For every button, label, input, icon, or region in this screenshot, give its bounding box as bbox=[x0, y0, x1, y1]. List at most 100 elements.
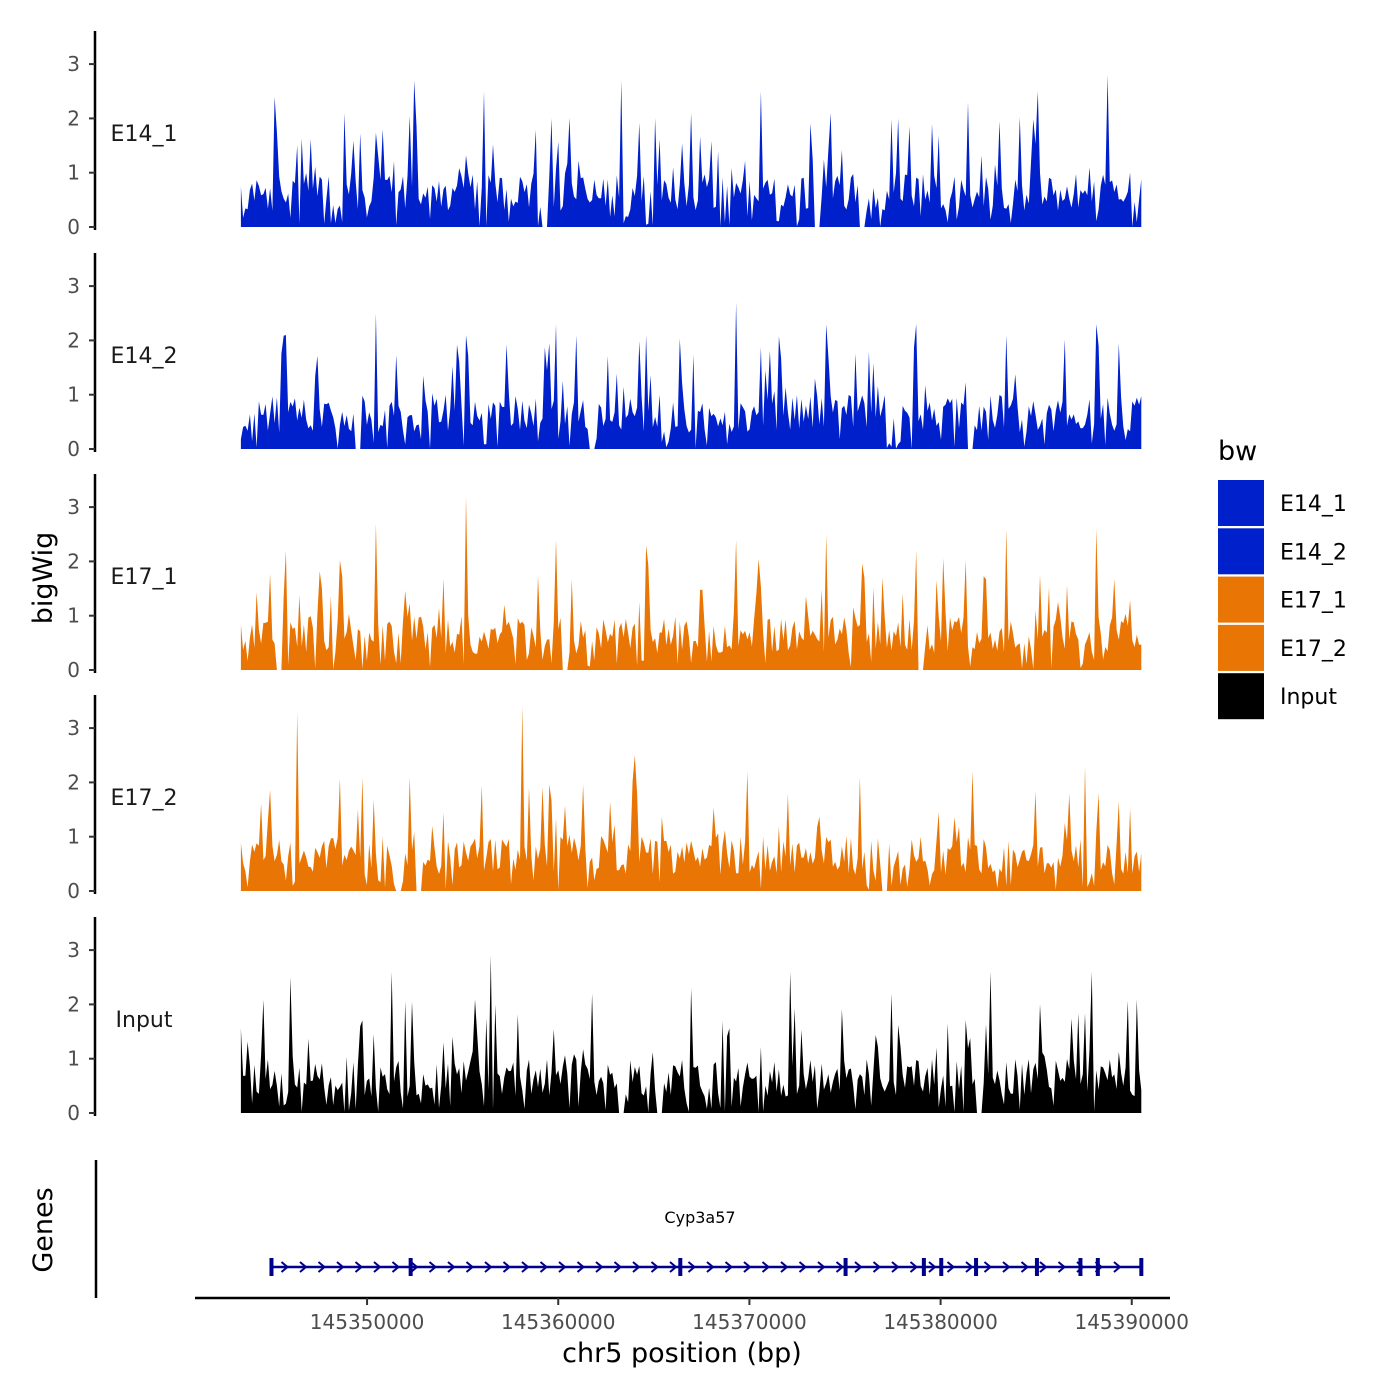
x-tick-label: 145350000 bbox=[310, 1310, 425, 1334]
track-Input: 0 1 2 3 Input bbox=[67, 917, 1142, 1125]
gene-strand-arrow bbox=[854, 1261, 863, 1273]
legend-item-Input: Input bbox=[1218, 673, 1337, 720]
y-tick-label: 2 bbox=[67, 992, 80, 1016]
gene-strand-arrow bbox=[576, 1261, 586, 1273]
coverage-area-E14_1 bbox=[240, 75, 1142, 227]
gene-strand-arrow bbox=[724, 1261, 734, 1273]
gene-name-label: Cyp3a57 bbox=[664, 1208, 735, 1227]
gene-strand-arrow bbox=[928, 1261, 937, 1273]
y-tick-label: 0 bbox=[67, 215, 80, 239]
gene-strand-arrow bbox=[447, 1261, 456, 1273]
legend-swatch bbox=[1218, 673, 1264, 720]
gene-exon bbox=[408, 1258, 413, 1276]
x-tick-label: 145360000 bbox=[501, 1310, 616, 1334]
gene-strand-arrow bbox=[354, 1261, 364, 1273]
gene-strand-arrow bbox=[595, 1261, 604, 1273]
legend-item-E17_2: E17_2 bbox=[1218, 624, 1347, 671]
y-tick-label: 2 bbox=[67, 106, 80, 130]
gene-strand-arrow bbox=[650, 1261, 660, 1273]
y-tick-label: 2 bbox=[67, 328, 80, 352]
gene-strand-arrow bbox=[521, 1261, 530, 1273]
y-tick-label: 3 bbox=[67, 495, 80, 519]
y-tick-label: 3 bbox=[67, 938, 80, 962]
y-tick-label: 0 bbox=[67, 437, 80, 461]
y-tick-label: 1 bbox=[67, 604, 80, 628]
gene-exon bbox=[921, 1258, 926, 1276]
y-tick-label: 2 bbox=[67, 549, 80, 573]
coverage-area-Input bbox=[240, 955, 1142, 1113]
gene-strand-arrow bbox=[632, 1261, 641, 1273]
legend-swatch bbox=[1218, 528, 1264, 575]
gene-strand-arrow bbox=[891, 1261, 900, 1273]
gene-strand-arrow bbox=[1002, 1261, 1011, 1273]
y-tick-label: 0 bbox=[67, 879, 80, 903]
y-axis-title: bigWig bbox=[28, 532, 59, 625]
gene-strand-arrow bbox=[706, 1261, 715, 1273]
coverage-area-E17_2 bbox=[240, 706, 1142, 891]
gene-strand-arrow bbox=[391, 1261, 401, 1273]
gene-strand-arrow bbox=[428, 1261, 438, 1273]
gene-strand-arrow bbox=[965, 1261, 974, 1273]
gene-strand-arrow bbox=[817, 1261, 826, 1273]
y-tick-label: 3 bbox=[67, 52, 80, 76]
legend-title: bw bbox=[1218, 436, 1257, 467]
legend-item-E14_2: E14_2 bbox=[1218, 528, 1347, 575]
y-tick-label: 0 bbox=[67, 1101, 80, 1125]
genes-panel-label: Genes bbox=[28, 1187, 59, 1272]
gene-strand-arrow bbox=[798, 1261, 808, 1273]
x-axis: chr5 position (bp) 145350000 145360000 145… bbox=[195, 1296, 1189, 1369]
gene-strand-arrow bbox=[909, 1261, 919, 1273]
y-tick-label: 1 bbox=[67, 383, 80, 407]
legend-swatch bbox=[1218, 576, 1264, 623]
track-E17_1: 0 1 2 3 E17_1 bbox=[67, 474, 1142, 682]
gene-strand-arrow bbox=[687, 1261, 697, 1273]
y-tick-label: 0 bbox=[67, 658, 80, 682]
gene-strand-arrow bbox=[317, 1261, 327, 1273]
gene-strand-arrow bbox=[502, 1261, 512, 1273]
y-tick-label: 3 bbox=[67, 716, 80, 740]
legend-label: E17_2 bbox=[1280, 637, 1347, 662]
gene-strand-arrow bbox=[299, 1261, 308, 1273]
gene-strand-arrow bbox=[280, 1261, 290, 1273]
track-label: Input bbox=[116, 1008, 173, 1033]
track-label: E17_2 bbox=[111, 786, 178, 811]
gene-strand-arrow bbox=[1057, 1261, 1067, 1273]
gene-exon bbox=[1095, 1258, 1100, 1276]
track-label: E14_1 bbox=[111, 122, 178, 147]
track-E14_1: 0 1 2 3 E14_1 bbox=[67, 31, 1142, 239]
y-tick-label: 1 bbox=[67, 1047, 80, 1071]
y-tick-label: 1 bbox=[67, 825, 80, 849]
genes-panel: Genes Cyp3a57 bbox=[28, 1160, 1144, 1298]
gene-strand-arrow bbox=[484, 1261, 493, 1273]
track-E17_2: 0 1 2 3 E17_2 bbox=[67, 695, 1142, 903]
gene-strand-arrow bbox=[743, 1261, 752, 1273]
gene-strand-arrow bbox=[669, 1261, 678, 1273]
gene-exon bbox=[1078, 1258, 1083, 1276]
gene-strand-arrow bbox=[558, 1261, 567, 1273]
gene-strand-arrow bbox=[336, 1261, 345, 1273]
gene-strand-arrow bbox=[465, 1261, 475, 1273]
gene-strand-arrow bbox=[410, 1261, 419, 1273]
gene-strand-arrow bbox=[761, 1261, 771, 1273]
legend-label: Input bbox=[1280, 685, 1337, 710]
legend-item-E17_1: E17_1 bbox=[1218, 576, 1347, 623]
coverage-area-E17_1 bbox=[240, 496, 1142, 670]
gene-strand-arrow bbox=[1020, 1261, 1030, 1273]
y-tick-label: 3 bbox=[67, 274, 80, 298]
gene-exon bbox=[1139, 1258, 1144, 1276]
gene-strand-arrow bbox=[373, 1261, 382, 1273]
gene-strand-arrow bbox=[946, 1261, 956, 1273]
gene-exon bbox=[678, 1258, 683, 1276]
gene-strand-arrow bbox=[780, 1261, 789, 1273]
y-tick-label: 1 bbox=[67, 161, 80, 185]
track-label: E17_1 bbox=[111, 565, 178, 590]
track-label: E14_2 bbox=[111, 344, 178, 369]
gene-strand-arrow bbox=[872, 1261, 882, 1273]
coverage-area-E14_2 bbox=[240, 302, 1142, 449]
gene-strand-arrow bbox=[983, 1261, 993, 1273]
gene-strand-arrow bbox=[539, 1261, 549, 1273]
x-tick-label: 145370000 bbox=[692, 1310, 807, 1334]
legend-item-E14_1: E14_1 bbox=[1218, 480, 1347, 526]
gene-exon bbox=[1034, 1258, 1039, 1276]
